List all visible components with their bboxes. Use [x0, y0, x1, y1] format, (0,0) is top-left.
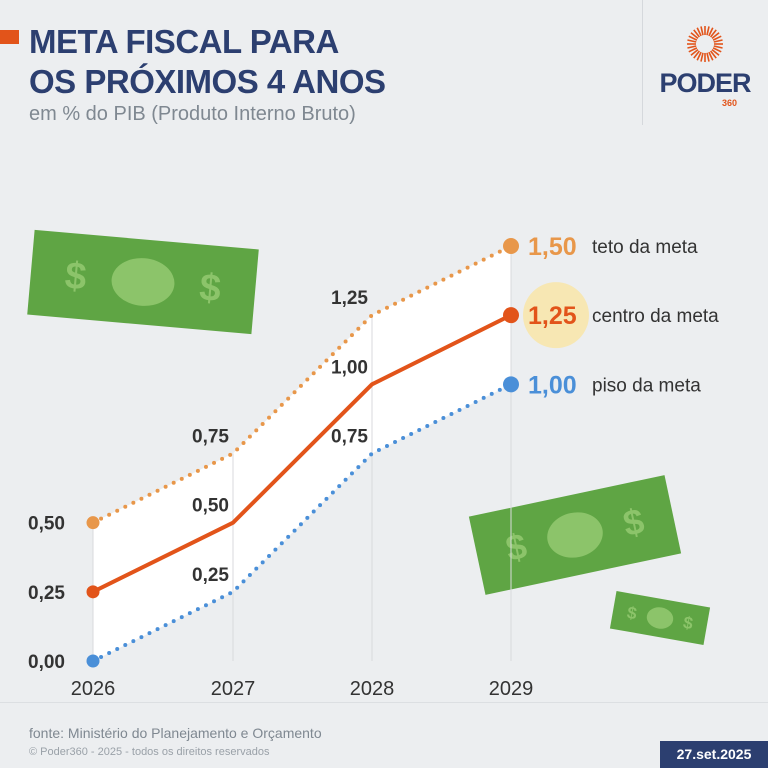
data-point	[86, 585, 100, 599]
data-point	[86, 516, 100, 530]
sun-ray	[696, 51, 702, 61]
sun-ray	[711, 48, 720, 56]
sun-ray	[708, 27, 714, 37]
page-title: META FISCAL PARA OS PRÓXIMOS 4 ANOS	[29, 22, 386, 102]
data-label: 0,75	[331, 427, 368, 448]
logo: PODER 360	[655, 24, 755, 108]
sun-ray	[713, 45, 723, 49]
data-label: 1,00	[331, 357, 368, 378]
dollar-sign: $	[626, 603, 639, 623]
money-bill-icon: $$	[468, 475, 682, 595]
sun-ray	[696, 27, 702, 37]
sun-ray	[706, 52, 710, 62]
y-tick-label: 0,00	[28, 652, 65, 673]
money-bill-icon: $$	[27, 229, 259, 335]
sun-ray	[709, 29, 717, 38]
data-point	[86, 654, 100, 668]
dollar-sign: $	[198, 266, 223, 311]
sun-ray	[711, 32, 720, 40]
data-label: 1,25	[331, 288, 368, 309]
sun-ray	[712, 35, 722, 41]
bill-center	[547, 512, 603, 558]
sun-ray	[706, 26, 710, 36]
date-badge: 27.set.2025	[660, 741, 768, 768]
data-label: 0,50	[192, 496, 229, 517]
sun-ray	[693, 50, 701, 59]
x-tick-label: 2028	[350, 678, 395, 700]
data-point	[503, 307, 519, 324]
y-tick-label: 0,50	[28, 514, 65, 535]
sun-ray	[693, 29, 701, 38]
logo-number: 360	[721, 98, 737, 108]
end-value-label: 1,25	[528, 302, 577, 330]
sun-logo-icon	[687, 26, 723, 62]
subtitle: em % do PIB (Produto Interno Bruto)	[29, 103, 356, 125]
sun-ray	[687, 39, 697, 43]
data-label: 0,75	[192, 427, 229, 448]
sun-ray	[712, 47, 722, 53]
series-name-label: teto da meta	[592, 237, 698, 258]
x-tick-label: 2029	[489, 678, 534, 700]
x-tick-label: 2026	[71, 678, 116, 700]
source-text: fonte: Ministério do Planejamento e Orça…	[29, 725, 322, 741]
money-bill-icon: $$	[609, 591, 711, 645]
divider	[642, 0, 643, 125]
sun-ray	[690, 32, 699, 40]
title-line-2: OS PRÓXIMOS 4 ANOS	[29, 63, 386, 100]
title-line-1: META FISCAL PARA	[29, 23, 339, 60]
series-name-label: centro da meta	[592, 306, 719, 327]
sun-ray	[688, 47, 698, 53]
dollar-sign: $	[682, 613, 695, 633]
sun-ray	[709, 50, 717, 59]
end-value-label: 1,50	[528, 233, 577, 261]
sun-ray	[687, 45, 697, 49]
sun-ray	[713, 39, 723, 43]
x-tick-label: 2027	[211, 678, 256, 700]
bill-center	[111, 258, 175, 306]
data-label: 0,25	[192, 565, 229, 586]
sun-ray	[690, 48, 699, 56]
sun-ray	[708, 51, 714, 61]
highlight-circle	[523, 282, 589, 349]
dollar-sign: $	[63, 254, 88, 299]
series-name-label: piso da meta	[592, 375, 701, 396]
copyright-text: © Poder360 - 2025 - todos os direitos re…	[29, 746, 270, 758]
y-tick-label: 0,25	[28, 583, 65, 604]
footer-divider	[0, 702, 768, 703]
sun-ray	[688, 35, 698, 41]
sun-ray	[700, 26, 704, 36]
series-line	[91, 313, 513, 594]
logo-word: PODER	[659, 68, 751, 98]
sun-ray	[700, 52, 704, 62]
title-accent	[0, 30, 19, 44]
bill-center	[646, 607, 674, 629]
end-value-label: 1,00	[528, 371, 577, 399]
data-point	[503, 238, 519, 254]
data-point	[503, 376, 519, 393]
